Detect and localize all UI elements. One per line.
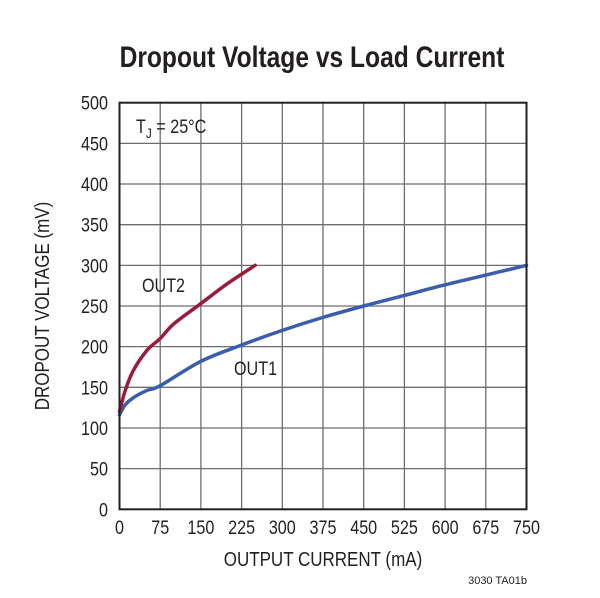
y-tick-label: 250 (81, 296, 108, 318)
grid (118, 102, 528, 510)
chart-title: Dropout Voltage vs Load Current (120, 40, 505, 74)
plot-frame (118, 101, 528, 511)
series-label-out1: OUT1 (234, 358, 277, 380)
x-tick-label: 600 (432, 517, 459, 539)
annotation-tj: TJ = 25°C (136, 116, 207, 141)
x-tick-label: 450 (350, 517, 377, 539)
y-tick-label: 450 (81, 133, 108, 155)
series-lines (117, 263, 529, 417)
y-tick-label: 200 (81, 336, 108, 358)
x-tick-label: 225 (228, 517, 255, 539)
series-label-out2: OUT2 (142, 275, 185, 297)
x-tick-label: 150 (187, 517, 214, 539)
x-tick-label: 750 (513, 517, 540, 539)
y-tick-label: 500 (81, 92, 108, 114)
tick-labels: 0 75 150 225 300 375 450 525 600 675 750 0 50 100 150 2… (81, 92, 540, 538)
y-tick-label: 400 (81, 174, 108, 196)
x-tick-label: 75 (151, 517, 169, 539)
y-tick-label: 150 (81, 377, 108, 399)
y-tick-label: 50 (90, 458, 108, 480)
x-tick-label: 675 (472, 517, 499, 539)
y-tick-label: 100 (81, 418, 108, 440)
y-tick-label: 350 (81, 214, 108, 236)
x-tick-label: 375 (310, 517, 337, 539)
series-line-out2 (117, 263, 257, 414)
x-axis-label: OUTPUT CURRENT (mA) (224, 548, 423, 571)
x-tick-label: 0 (115, 517, 124, 539)
footnote: 3030 TA01b (468, 575, 527, 587)
series-line-out1 (117, 263, 529, 417)
x-tick-label: 300 (269, 517, 296, 539)
y-tick-label: 0 (99, 499, 108, 521)
y-axis-label: DROPOUT VOLTAGE (mV) (31, 202, 54, 411)
x-tick-label: 525 (391, 517, 418, 539)
y-tick-label: 300 (81, 255, 108, 277)
